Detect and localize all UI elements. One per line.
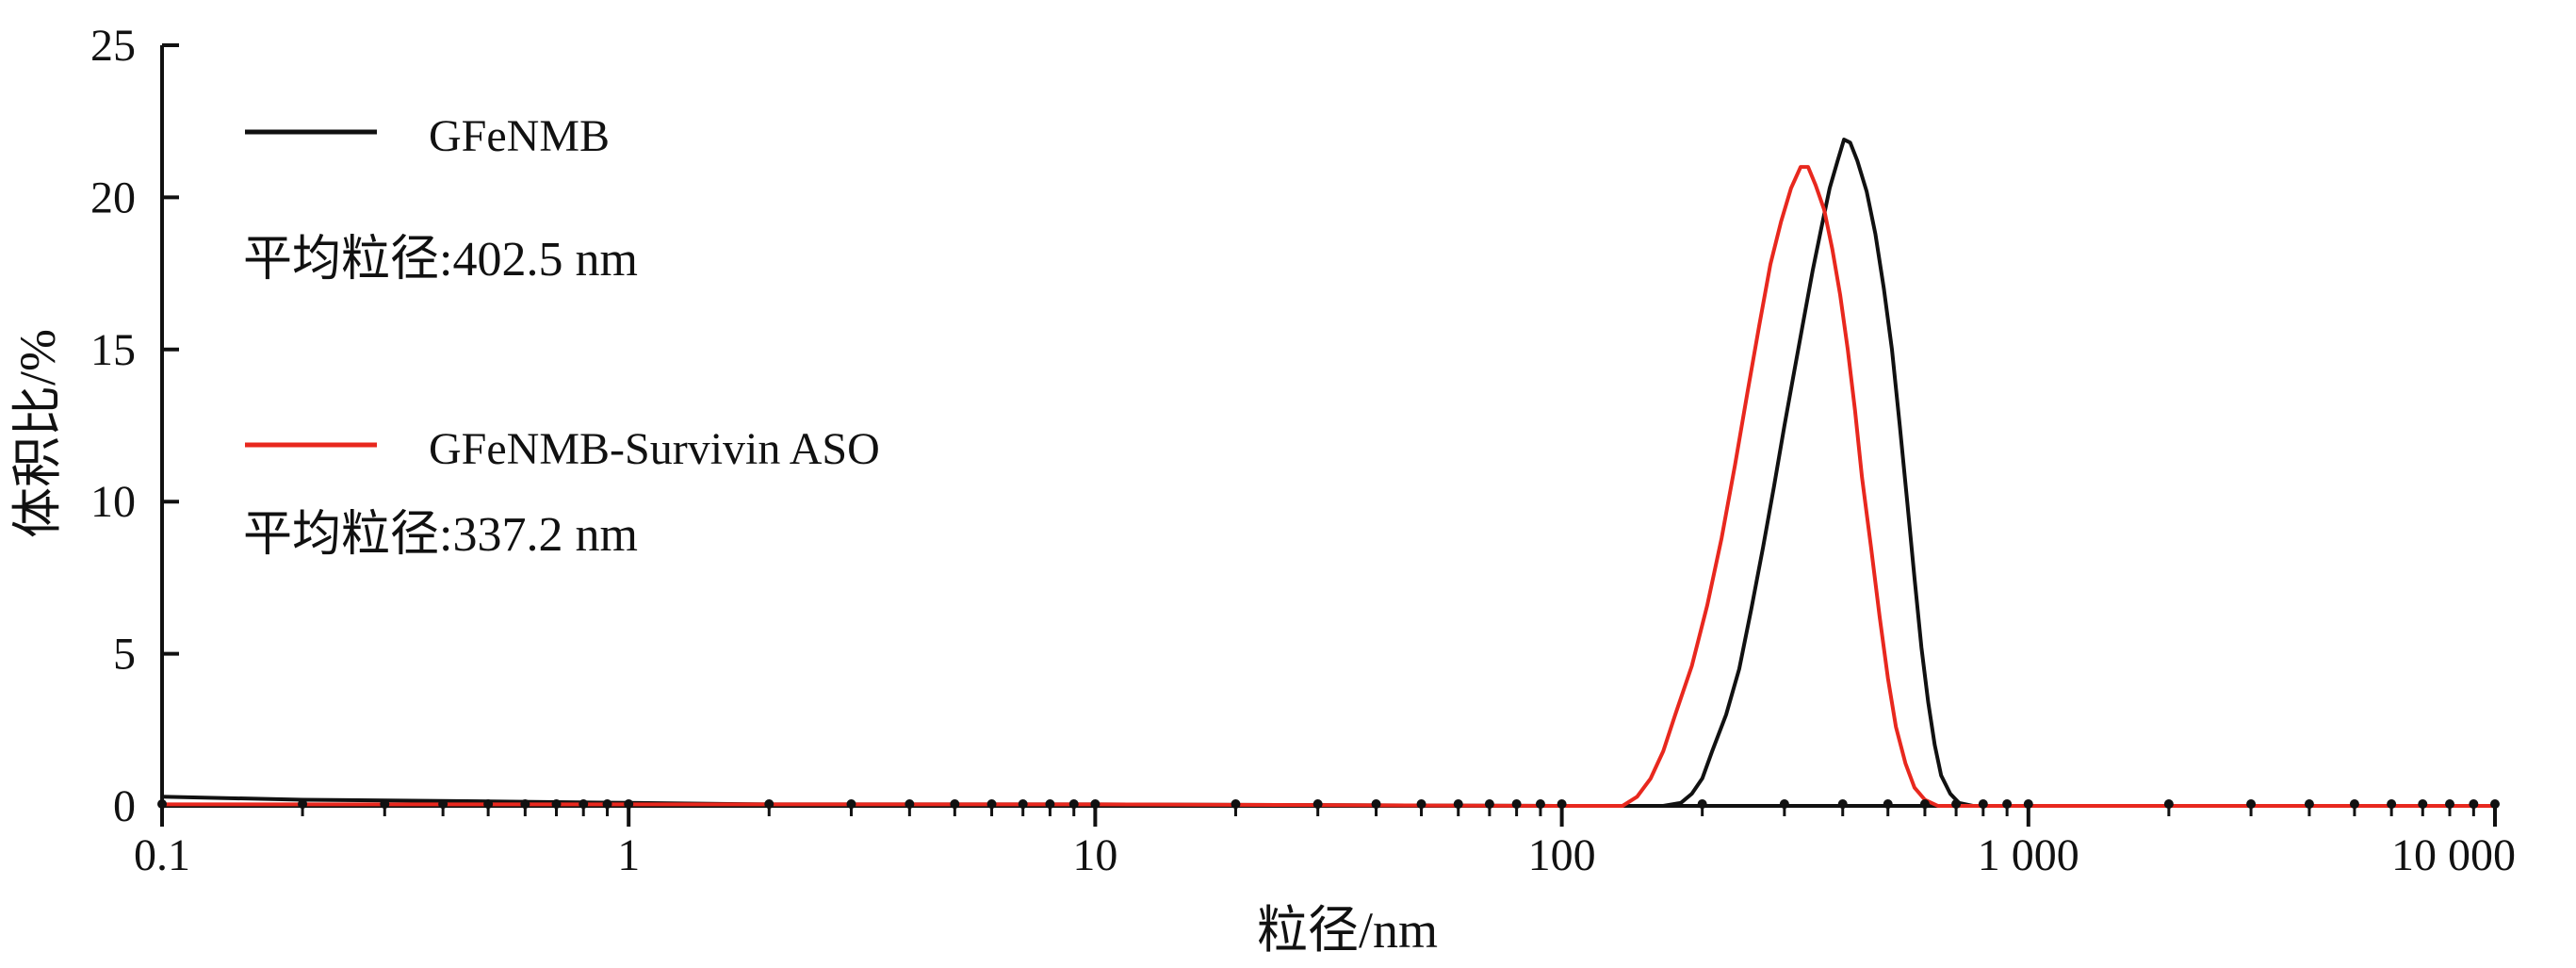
- baseline-marker-point: [438, 799, 448, 809]
- baseline-marker-point: [2418, 799, 2428, 809]
- y-tick-label: 0: [113, 781, 136, 831]
- mean-size-note-gfenmb: 平均粒径:402.5 nm: [243, 233, 638, 287]
- baseline-marker-point: [764, 799, 774, 809]
- y-tick-label: 10: [90, 477, 136, 527]
- series-line-gfenmb: [161, 138, 2495, 808]
- baseline-marker-point: [1919, 799, 1930, 809]
- baseline-marker-point: [986, 799, 997, 809]
- baseline-marker-point: [602, 799, 612, 809]
- baseline-marker-point: [1453, 799, 1463, 809]
- baseline-marker-point: [2445, 799, 2455, 809]
- baseline-marker-point: [1312, 799, 1323, 809]
- baseline-marker-point: [1978, 799, 1988, 809]
- legend-label-gfenmb-survivin-aso: GFeNMB-Survivin ASO: [429, 424, 880, 474]
- baseline-marker-point: [2304, 799, 2314, 809]
- x-tick-label: 1 000: [1978, 830, 2079, 880]
- baseline-marker-point: [1018, 799, 1028, 809]
- baseline-marker-point: [1697, 799, 1707, 809]
- legend: GFeNMB 平均粒径:402.5 nm GFeNMB-Survivin ASO…: [243, 111, 880, 562]
- baseline-marker-point: [298, 799, 308, 809]
- baseline-marker-point: [2469, 799, 2479, 809]
- baseline-marker-point: [2023, 799, 2033, 809]
- baseline-marker-point: [483, 799, 494, 809]
- baseline-marker-point: [1231, 799, 1241, 809]
- baseline-marker-point: [1416, 799, 1427, 809]
- x-tick-label: 0.1: [134, 830, 190, 880]
- baseline-marker-point: [1535, 799, 1545, 809]
- baseline-marker-point: [846, 799, 856, 809]
- baseline-marker-point: [905, 799, 915, 809]
- series-line-gfenmb-survivin-aso: [162, 165, 2495, 808]
- mean-size-note-gfenmb-survivin-aso: 平均粒径:337.2 nm: [243, 508, 638, 562]
- x-tick-label: 100: [1528, 830, 1596, 880]
- baseline-marker-point: [157, 799, 167, 809]
- baseline-marker-point: [579, 799, 589, 809]
- baseline-marker-point: [2490, 799, 2500, 809]
- series-layer: [157, 138, 2500, 809]
- baseline-marker-point: [1837, 799, 1848, 809]
- baseline-marker-point: [1883, 799, 1893, 809]
- x-tick-label: 1: [617, 830, 640, 880]
- baseline-marker-point: [1090, 799, 1101, 809]
- baseline-marker-point: [1045, 799, 1055, 809]
- y-axis: 0 5 10 15 20 25: [90, 21, 179, 831]
- baseline-marker-point: [2163, 799, 2174, 809]
- baseline-marker-point: [1068, 799, 1079, 809]
- baseline-marker-point: [1371, 799, 1381, 809]
- baseline-marker-point: [2002, 799, 2013, 809]
- y-tick-label: 15: [90, 325, 136, 375]
- baseline-marker-point: [2246, 799, 2257, 809]
- baseline-marker-point: [1557, 799, 1567, 809]
- x-axis: 0.1 1 10 100 1 000 10 000: [134, 804, 2516, 880]
- baseline-marker-point: [1951, 799, 1962, 809]
- baseline-marker-point: [551, 799, 562, 809]
- x-tick-label: 10 000: [2391, 830, 2516, 880]
- baseline-marker-point: [520, 799, 530, 809]
- x-tick-label: 10: [1072, 830, 1117, 880]
- y-tick-label: 25: [90, 21, 136, 71]
- y-tick-label: 5: [113, 630, 136, 680]
- baseline-marker-point: [2349, 799, 2359, 809]
- legend-label-gfenmb: GFeNMB: [429, 111, 610, 161]
- baseline-marker-point: [950, 799, 960, 809]
- y-axis-title: 体积比/%: [9, 329, 66, 538]
- baseline-marker-point: [1779, 799, 1789, 809]
- x-axis-title: 粒径/nm: [1257, 902, 1438, 959]
- baseline-marker-point: [380, 799, 390, 809]
- y-tick-label: 20: [90, 172, 136, 222]
- baseline-marker-point: [1511, 799, 1522, 809]
- baseline-marker-point: [624, 799, 634, 809]
- baseline-marker-point: [2387, 799, 2397, 809]
- baseline-marker-point: [1484, 799, 1494, 809]
